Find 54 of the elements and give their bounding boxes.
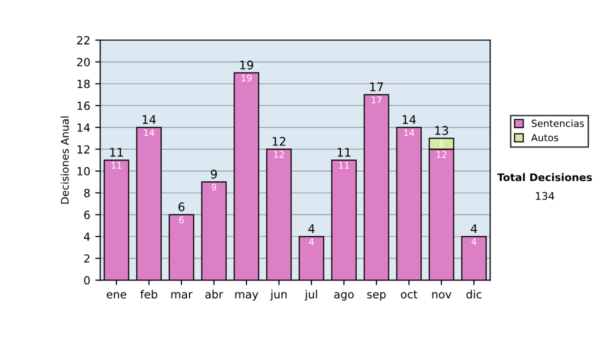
y-tick-label: 20 [77,58,90,66]
total-label: 9 [210,170,217,179]
total-label: 11 [110,148,123,157]
total-label: 19 [240,60,254,70]
y-tick-label: 0 [84,276,90,285]
y-tick-label: 12 [78,145,90,154]
x-tick-label: dic [466,290,482,298]
data-label: 4 [472,238,476,246]
x-tick-label: nov [432,292,452,298]
total-label: 4 [308,224,315,233]
x-tick-label: sep [367,292,386,301]
data-label: 9 [212,184,216,191]
y-tick-label: 6 [84,210,90,220]
text: Total Decisiones [497,173,592,182]
data-label: 19 [242,74,252,82]
legend-label: Autos [531,134,558,142]
y-tick-label: 16 [78,102,90,110]
data-label: 1 [440,140,444,147]
y-tick-label: 2 [84,254,90,263]
data-label: 14 [144,129,154,136]
data-label: 17 [372,96,382,104]
y-axis-title: Decisiones Anual [60,116,69,204]
total-label: 4 [470,224,478,233]
x-tick-label: mar [171,292,193,298]
data-label: 12 [436,151,446,158]
data-label: 11 [112,162,122,169]
x-tick-label: may [235,292,258,301]
x-tick-label: jun [270,290,287,301]
total-label: 6 [178,202,184,212]
total-label: 14 [402,115,416,124]
y-tick-label: 18 [78,80,90,88]
data-label: 14 [404,129,414,136]
x-tick-label: ene [106,292,126,298]
y-tick-label: 4 [84,232,90,241]
data-label: 6 [179,216,184,224]
x-tick-label: ago [334,292,354,301]
data-label: 11 [339,162,349,169]
y-tick-label: 22 [77,36,90,44]
data-label: 4 [309,238,314,246]
text: 134 [536,192,554,200]
x-tick-label: feb [140,290,158,298]
total-label: 13 [435,126,448,135]
y-tick-label: 14 [78,124,90,132]
y-tick-label: 10 [78,167,90,176]
y-tick-label: 8 [84,188,90,198]
total-label: 11 [338,148,350,157]
total-label: 12 [272,136,286,146]
x-tick-label: oct [400,290,418,298]
data-label: 12 [274,151,284,158]
legend-label: Sentencias [532,119,584,128]
x-tick-label: abr [205,290,224,298]
total-label: 17 [370,82,383,92]
total-label: 14 [142,115,156,124]
x-tick-label: jul [304,290,318,301]
